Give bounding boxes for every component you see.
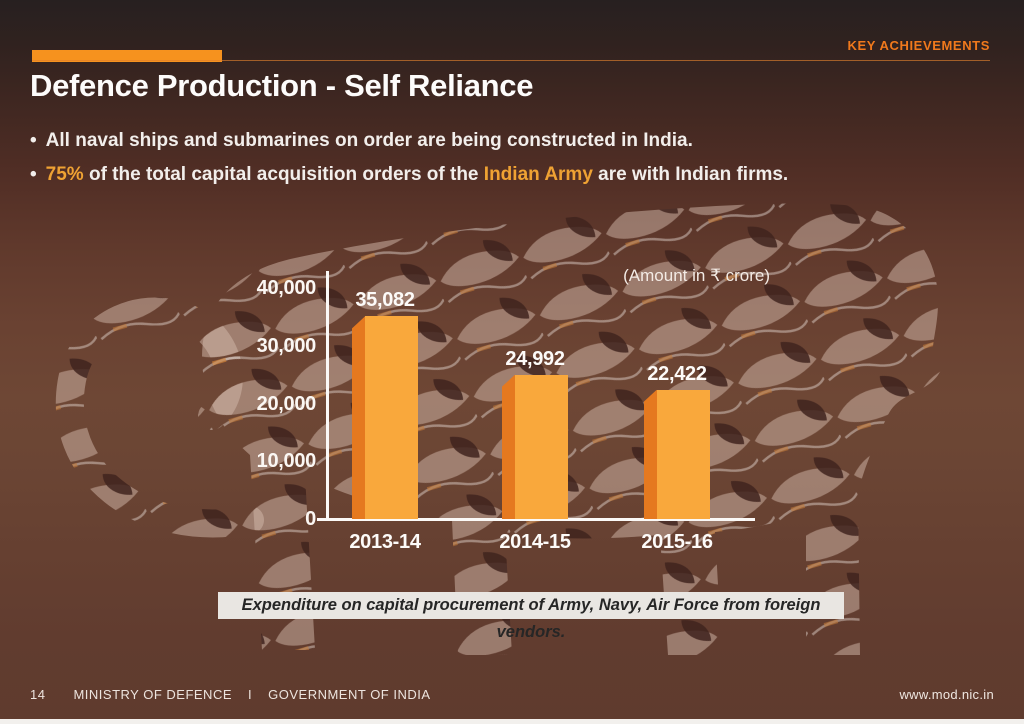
bullet-naval-ships: • All naval ships and submarines on order… bbox=[30, 124, 790, 158]
footer-separator: I bbox=[248, 687, 253, 702]
y-axis-tick-label: 0 bbox=[305, 508, 316, 530]
bar bbox=[365, 316, 418, 519]
page-title: Defence Production - Self Reliance bbox=[30, 68, 534, 103]
x-axis-category-label: 2014-15 bbox=[499, 531, 571, 553]
key-achievements-tag: KEY ACHIEVEMENTS bbox=[847, 38, 990, 53]
footer-website[interactable]: www.mod.nic.in bbox=[899, 687, 994, 702]
page-number: 14 bbox=[30, 687, 46, 702]
bullet-text: All naval ships and submarines on order … bbox=[45, 130, 693, 151]
footer-government: GOVERNMENT OF INDIA bbox=[268, 687, 431, 702]
page-edge-strip bbox=[0, 719, 1024, 724]
bar bbox=[657, 389, 710, 519]
bullet-list: • All naval ships and submarines on order… bbox=[30, 124, 790, 192]
bullet-marker: • bbox=[30, 164, 37, 185]
y-axis-tick-label: 10,000 bbox=[256, 450, 317, 473]
bullet-text: of the total capital acquisition orders … bbox=[83, 164, 484, 185]
bullet-text: are with Indian firms. bbox=[592, 164, 789, 185]
bullet-capital-acquisition: • 75% of the total capital acquisition or… bbox=[30, 158, 790, 192]
footer-ministry: MINISTRY OF DEFENCE bbox=[73, 687, 233, 702]
header-rule-line bbox=[32, 60, 990, 61]
bullet-marker: • bbox=[30, 130, 37, 151]
x-axis-category-label: 2013-14 bbox=[349, 531, 421, 553]
bar-side-face bbox=[352, 316, 365, 519]
bullet-text-accent: Indian Army bbox=[483, 164, 593, 185]
y-axis-tick-label: 30,000 bbox=[256, 334, 317, 357]
footer-left: 14 MINISTRY OF DEFENCE I GOVERNMENT OF I… bbox=[30, 687, 431, 702]
bar bbox=[515, 374, 568, 519]
orange-accent-bar bbox=[32, 50, 222, 62]
y-axis-tick-label: 40,000 bbox=[256, 277, 317, 299]
chart-unit-note: (Amount in ₹ crore) bbox=[623, 266, 770, 285]
bar-value-label: 22,422 bbox=[647, 362, 707, 385]
bar-side-face bbox=[644, 389, 657, 519]
bar-value-label: 24,992 bbox=[505, 347, 565, 370]
bar-value-label: 35,082 bbox=[355, 289, 415, 312]
bullet-text-accent: 75% bbox=[45, 164, 84, 185]
y-axis-tick-label: 20,000 bbox=[256, 392, 317, 415]
bar-side-face bbox=[502, 374, 515, 519]
x-axis-category-label: 2015-16 bbox=[641, 531, 713, 553]
chart-caption: Expenditure on capital procurement of Ar… bbox=[218, 592, 844, 641]
